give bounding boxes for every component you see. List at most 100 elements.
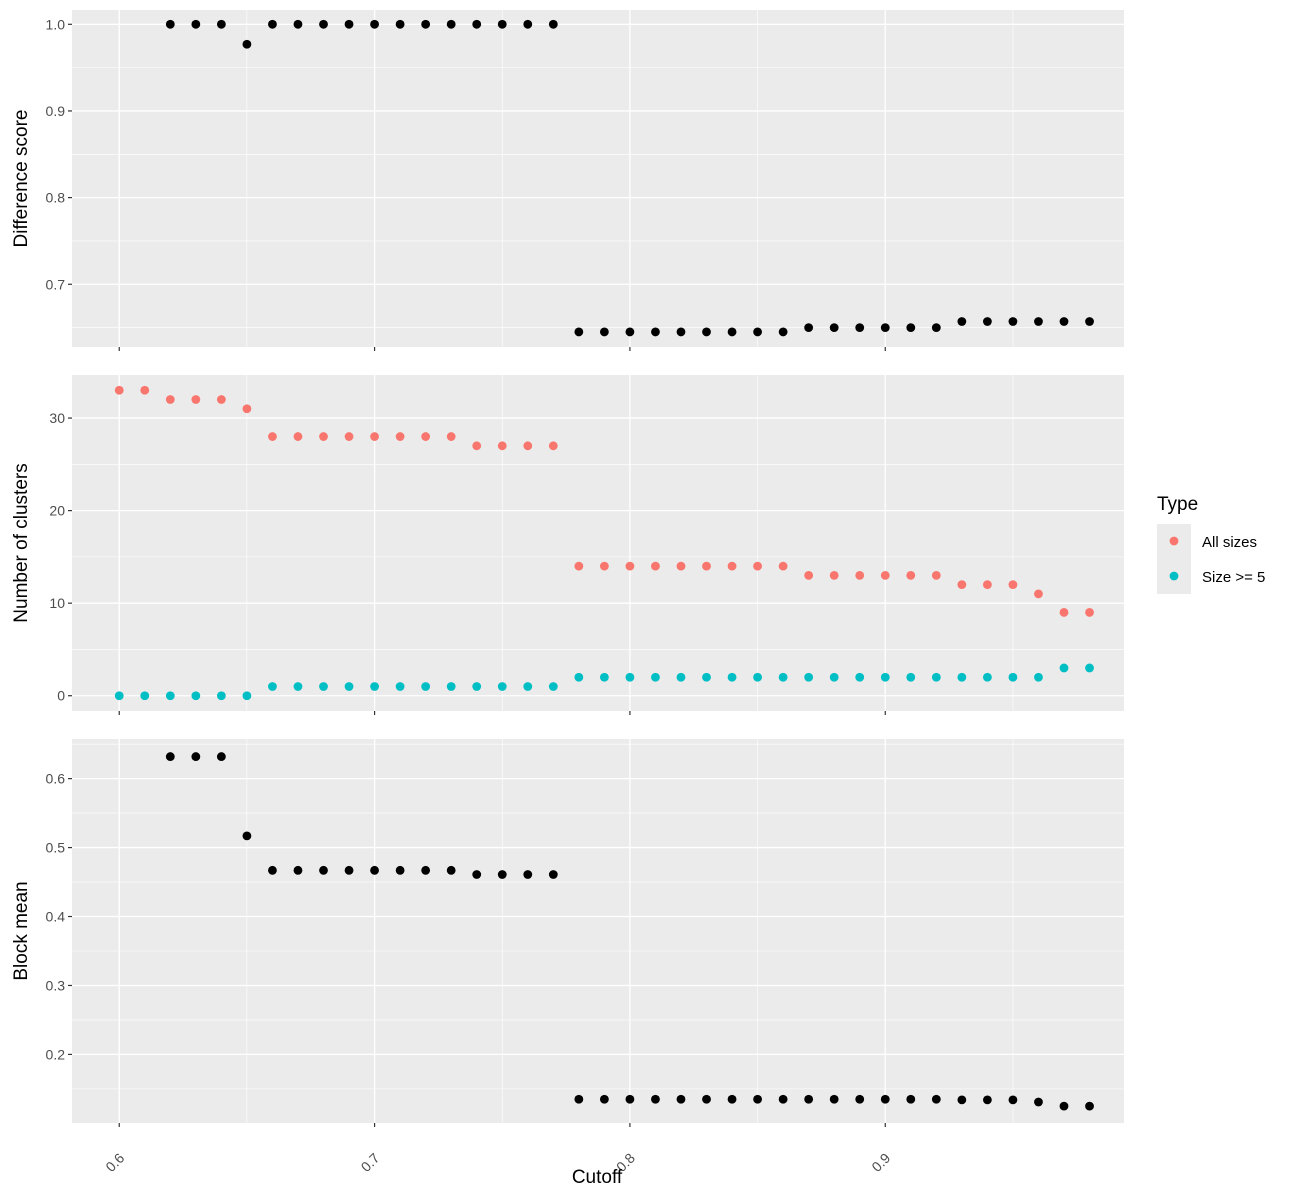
data-point xyxy=(599,327,609,337)
data-point xyxy=(1034,672,1043,682)
data-point xyxy=(370,19,379,29)
data-point xyxy=(1008,317,1018,326)
y-tick-label: 0.5 xyxy=(46,840,66,856)
data-point xyxy=(702,327,711,337)
data-point xyxy=(165,752,175,761)
data-point xyxy=(599,672,609,682)
data-point xyxy=(676,1094,686,1104)
data-point xyxy=(702,1094,711,1104)
data-point xyxy=(191,691,201,701)
y-tick-label: 1.0 xyxy=(46,16,66,32)
data-point xyxy=(344,19,354,29)
data-point xyxy=(216,752,226,761)
data-point xyxy=(548,682,558,691)
data-point xyxy=(114,385,124,395)
data-point xyxy=(497,19,507,29)
data-point xyxy=(804,1094,814,1104)
data-point xyxy=(293,432,303,441)
data-point xyxy=(1008,580,1018,590)
data-point xyxy=(1034,317,1043,326)
data-point xyxy=(548,441,558,451)
data-point xyxy=(625,672,635,682)
data-point xyxy=(829,570,839,580)
data-point xyxy=(140,385,150,395)
data-point xyxy=(676,327,686,337)
data-point xyxy=(855,1094,865,1104)
data-point xyxy=(446,19,456,29)
data-point xyxy=(753,672,762,682)
data-point xyxy=(829,672,839,682)
data-point xyxy=(497,682,507,691)
data-point xyxy=(165,19,175,29)
data-point xyxy=(804,570,814,580)
data-point xyxy=(651,327,660,337)
panel-background xyxy=(72,739,1124,1123)
data-point xyxy=(370,682,379,691)
data-point xyxy=(778,1094,788,1104)
data-point xyxy=(727,561,737,571)
data-point xyxy=(957,580,967,590)
data-point xyxy=(1059,663,1069,673)
data-point xyxy=(702,561,711,571)
data-point xyxy=(931,672,941,682)
panel-3: 0.2 0.3 0.4 0.5 0.6 Block mean xyxy=(11,739,1124,1127)
data-point xyxy=(446,682,456,691)
data-point xyxy=(804,323,814,332)
data-point xyxy=(804,672,814,682)
series-1 xyxy=(165,19,1094,337)
legend-items: All sizes Size >= 5 xyxy=(1157,524,1265,594)
data-point xyxy=(191,752,201,761)
data-point xyxy=(829,323,839,332)
y-tick-label: 0.2 xyxy=(46,1046,66,1062)
y-tick-label: 0 xyxy=(57,688,65,704)
panel-background xyxy=(72,375,1124,711)
data-point xyxy=(1085,663,1094,673)
data-point xyxy=(421,865,431,875)
data-point xyxy=(395,865,405,875)
data-point xyxy=(574,672,584,682)
data-point xyxy=(957,1095,967,1105)
data-point xyxy=(574,1094,584,1104)
data-point xyxy=(880,323,890,332)
data-point xyxy=(957,317,967,326)
data-point xyxy=(319,19,328,29)
data-point xyxy=(931,323,941,332)
data-point xyxy=(931,570,941,580)
data-point xyxy=(421,682,431,691)
data-point xyxy=(1059,608,1069,617)
data-point xyxy=(395,682,405,691)
data-point xyxy=(753,561,762,571)
data-point xyxy=(1085,1101,1094,1111)
data-point xyxy=(599,561,609,571)
data-point xyxy=(931,1094,941,1104)
data-point xyxy=(1085,317,1094,326)
data-point xyxy=(165,395,175,404)
data-point xyxy=(778,672,788,682)
data-point xyxy=(676,672,686,682)
data-point xyxy=(625,1094,635,1104)
data-point xyxy=(472,682,482,691)
x-tick-label: 0.9 xyxy=(868,1150,893,1175)
y-tick-label: 0.6 xyxy=(46,771,66,787)
y-tick-label: 20 xyxy=(49,503,65,519)
y-tick-label: 0.7 xyxy=(46,276,66,292)
data-point xyxy=(625,327,635,337)
data-point xyxy=(651,672,660,682)
data-point xyxy=(829,1094,839,1104)
data-point xyxy=(1059,1101,1069,1111)
data-point xyxy=(319,682,328,691)
x-tick-label: 0.6 xyxy=(102,1150,127,1175)
data-point xyxy=(472,870,482,879)
panel-background xyxy=(72,10,1124,347)
data-point xyxy=(370,432,379,441)
legend: Type All sizes Size >= 5 xyxy=(1157,494,1265,594)
data-point xyxy=(268,19,277,29)
data-point xyxy=(855,323,865,332)
data-point xyxy=(548,870,558,879)
data-point xyxy=(344,682,354,691)
data-point xyxy=(268,432,277,441)
data-point xyxy=(165,691,175,701)
series-1 xyxy=(165,752,1094,1111)
data-point xyxy=(344,432,354,441)
data-point xyxy=(446,432,456,441)
